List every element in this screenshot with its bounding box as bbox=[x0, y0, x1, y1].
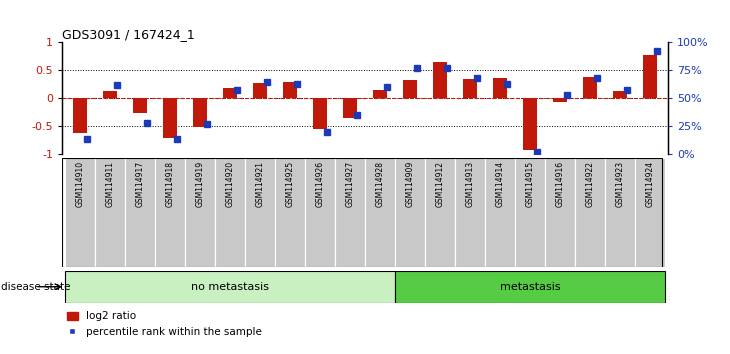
Bar bbox=[313, 98, 327, 129]
Legend: log2 ratio, percentile rank within the sample: log2 ratio, percentile rank within the s… bbox=[67, 312, 262, 337]
Bar bbox=[185, 158, 215, 267]
Text: GSM114916: GSM114916 bbox=[556, 161, 564, 207]
Bar bbox=[523, 98, 537, 150]
Bar bbox=[253, 83, 266, 98]
Bar bbox=[583, 77, 596, 98]
Text: GSM114920: GSM114920 bbox=[226, 161, 234, 207]
Bar bbox=[643, 55, 657, 98]
Bar bbox=[134, 98, 147, 113]
Text: GSM114925: GSM114925 bbox=[285, 161, 294, 207]
Text: GSM114909: GSM114909 bbox=[405, 161, 415, 207]
Bar bbox=[395, 271, 665, 303]
Text: GSM114928: GSM114928 bbox=[375, 161, 385, 207]
Bar bbox=[223, 88, 237, 98]
Text: GSM114911: GSM114911 bbox=[106, 161, 115, 207]
Text: GSM114912: GSM114912 bbox=[436, 161, 445, 207]
Text: GSM114921: GSM114921 bbox=[255, 161, 264, 207]
Bar bbox=[365, 158, 395, 267]
Bar bbox=[515, 158, 545, 267]
Bar bbox=[155, 158, 185, 267]
Bar bbox=[95, 158, 125, 267]
Bar bbox=[485, 158, 515, 267]
Text: GSM114910: GSM114910 bbox=[75, 161, 85, 207]
Bar bbox=[283, 81, 297, 98]
Text: GSM114914: GSM114914 bbox=[496, 161, 504, 207]
Text: GSM114913: GSM114913 bbox=[466, 161, 474, 207]
Bar bbox=[125, 158, 155, 267]
Bar bbox=[635, 158, 665, 267]
Bar bbox=[245, 158, 275, 267]
Bar bbox=[164, 98, 177, 138]
Text: GSM114927: GSM114927 bbox=[345, 161, 355, 207]
Bar bbox=[613, 91, 627, 98]
Bar bbox=[103, 91, 117, 98]
Bar bbox=[464, 79, 477, 98]
Bar bbox=[553, 98, 566, 102]
Text: GSM114917: GSM114917 bbox=[136, 161, 145, 207]
Text: GSM114926: GSM114926 bbox=[315, 161, 325, 207]
Bar bbox=[275, 158, 305, 267]
Bar bbox=[403, 80, 417, 98]
Bar bbox=[433, 62, 447, 98]
Text: GSM114915: GSM114915 bbox=[526, 161, 534, 207]
Bar bbox=[65, 158, 95, 267]
Bar bbox=[605, 158, 635, 267]
Text: no metastasis: no metastasis bbox=[191, 282, 269, 292]
Bar bbox=[215, 158, 245, 267]
Text: GSM114919: GSM114919 bbox=[196, 161, 204, 207]
Bar bbox=[193, 98, 207, 127]
Text: GSM114923: GSM114923 bbox=[615, 161, 624, 207]
Bar bbox=[305, 158, 335, 267]
Text: metastasis: metastasis bbox=[499, 282, 561, 292]
Bar bbox=[65, 271, 395, 303]
Bar bbox=[335, 158, 365, 267]
Text: disease state: disease state bbox=[1, 282, 70, 292]
Bar bbox=[575, 158, 605, 267]
Text: GSM114924: GSM114924 bbox=[645, 161, 655, 207]
Text: GDS3091 / 167424_1: GDS3091 / 167424_1 bbox=[62, 28, 195, 41]
Text: GSM114922: GSM114922 bbox=[585, 161, 594, 207]
Bar bbox=[425, 158, 455, 267]
Bar bbox=[73, 98, 87, 133]
Bar bbox=[493, 78, 507, 98]
Bar bbox=[343, 98, 357, 118]
Bar bbox=[395, 158, 425, 267]
Text: GSM114918: GSM114918 bbox=[166, 161, 174, 207]
Bar bbox=[455, 158, 485, 267]
Bar bbox=[545, 158, 575, 267]
Bar bbox=[373, 90, 387, 98]
